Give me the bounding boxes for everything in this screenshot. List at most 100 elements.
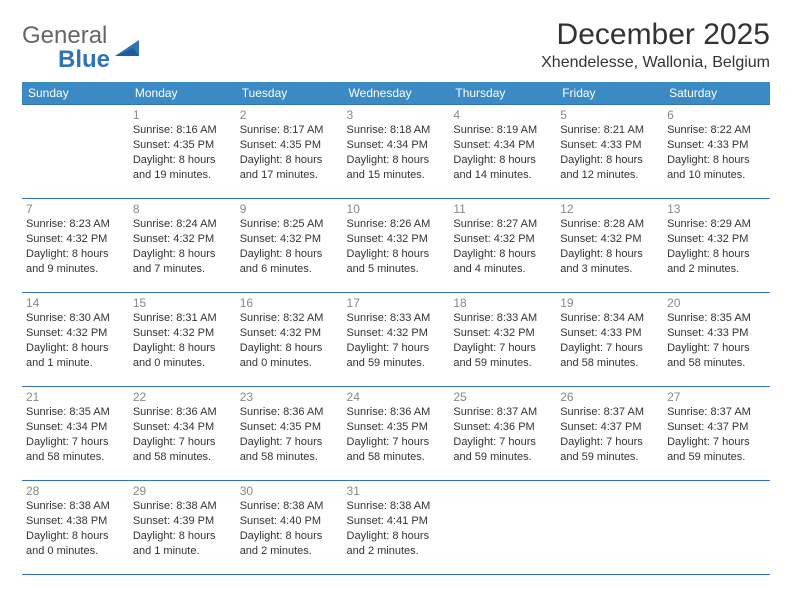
day-number: 20 (667, 296, 766, 310)
day-info: Sunrise: 8:37 AMSunset: 4:36 PMDaylight:… (453, 405, 552, 464)
day-info: Sunrise: 8:16 AMSunset: 4:35 PMDaylight:… (133, 123, 232, 182)
calendar-day-cell: 19Sunrise: 8:34 AMSunset: 4:33 PMDayligh… (556, 293, 663, 387)
calendar-week-row: 28Sunrise: 8:38 AMSunset: 4:38 PMDayligh… (22, 481, 770, 575)
day-number: 26 (560, 390, 659, 404)
day-number: 3 (347, 108, 446, 122)
day-info: Sunrise: 8:38 AMSunset: 4:41 PMDaylight:… (347, 499, 446, 558)
calendar-day-cell: 26Sunrise: 8:37 AMSunset: 4:37 PMDayligh… (556, 387, 663, 481)
sunrise-text: Sunrise: 8:38 AM (240, 499, 339, 514)
sunrise-text: Sunrise: 8:22 AM (667, 123, 766, 138)
calendar-day-cell: 18Sunrise: 8:33 AMSunset: 4:32 PMDayligh… (449, 293, 556, 387)
calendar-day-cell: 28Sunrise: 8:38 AMSunset: 4:38 PMDayligh… (22, 481, 129, 575)
sunset-text: Sunset: 4:32 PM (453, 326, 552, 341)
day-info: Sunrise: 8:17 AMSunset: 4:35 PMDaylight:… (240, 123, 339, 182)
daylight-text: Daylight: 8 hours and 2 minutes. (347, 529, 446, 559)
sunset-text: Sunset: 4:32 PM (240, 232, 339, 247)
sunset-text: Sunset: 4:32 PM (667, 232, 766, 247)
day-info: Sunrise: 8:33 AMSunset: 4:32 PMDaylight:… (453, 311, 552, 370)
day-info: Sunrise: 8:23 AMSunset: 4:32 PMDaylight:… (26, 217, 125, 276)
header-row: General Blue December 2025 Xhendelesse, … (22, 18, 770, 76)
calendar-day-cell: 23Sunrise: 8:36 AMSunset: 4:35 PMDayligh… (236, 387, 343, 481)
day-info: Sunrise: 8:36 AMSunset: 4:34 PMDaylight:… (133, 405, 232, 464)
sunset-text: Sunset: 4:32 PM (453, 232, 552, 247)
sunrise-text: Sunrise: 8:35 AM (26, 405, 125, 420)
day-number: 18 (453, 296, 552, 310)
calendar-day-cell: 29Sunrise: 8:38 AMSunset: 4:39 PMDayligh… (129, 481, 236, 575)
day-number: 29 (133, 484, 232, 498)
daylight-text: Daylight: 8 hours and 9 minutes. (26, 247, 125, 277)
calendar-day-cell: 5Sunrise: 8:21 AMSunset: 4:33 PMDaylight… (556, 105, 663, 199)
sunset-text: Sunset: 4:35 PM (347, 420, 446, 435)
sunrise-text: Sunrise: 8:17 AM (240, 123, 339, 138)
sunset-text: Sunset: 4:32 PM (240, 326, 339, 341)
day-info: Sunrise: 8:32 AMSunset: 4:32 PMDaylight:… (240, 311, 339, 370)
calendar-day-cell: 30Sunrise: 8:38 AMSunset: 4:40 PMDayligh… (236, 481, 343, 575)
calendar-day-cell: 20Sunrise: 8:35 AMSunset: 4:33 PMDayligh… (663, 293, 770, 387)
day-info: Sunrise: 8:36 AMSunset: 4:35 PMDaylight:… (347, 405, 446, 464)
month-title: December 2025 (541, 18, 770, 52)
calendar-day-cell (663, 481, 770, 575)
sunrise-text: Sunrise: 8:27 AM (453, 217, 552, 232)
weekday-header: Friday (556, 82, 663, 105)
sunset-text: Sunset: 4:40 PM (240, 514, 339, 529)
day-info: Sunrise: 8:38 AMSunset: 4:40 PMDaylight:… (240, 499, 339, 558)
sunrise-text: Sunrise: 8:24 AM (133, 217, 232, 232)
daylight-text: Daylight: 8 hours and 2 minutes. (240, 529, 339, 559)
day-number: 15 (133, 296, 232, 310)
sunrise-text: Sunrise: 8:28 AM (560, 217, 659, 232)
location-text: Xhendelesse, Wallonia, Belgium (541, 54, 770, 72)
calendar-page: General Blue December 2025 Xhendelesse, … (0, 0, 792, 585)
daylight-text: Daylight: 7 hours and 59 minutes. (667, 435, 766, 465)
day-number: 21 (26, 390, 125, 404)
calendar-day-cell: 31Sunrise: 8:38 AMSunset: 4:41 PMDayligh… (343, 481, 450, 575)
day-number: 4 (453, 108, 552, 122)
weekday-header: Wednesday (343, 82, 450, 105)
sunset-text: Sunset: 4:32 PM (26, 232, 125, 247)
sunset-text: Sunset: 4:33 PM (560, 326, 659, 341)
daylight-text: Daylight: 8 hours and 14 minutes. (453, 153, 552, 183)
sunrise-text: Sunrise: 8:37 AM (560, 405, 659, 420)
day-number: 31 (347, 484, 446, 498)
daylight-text: Daylight: 7 hours and 58 minutes. (560, 341, 659, 371)
day-info: Sunrise: 8:37 AMSunset: 4:37 PMDaylight:… (560, 405, 659, 464)
calendar-day-cell: 24Sunrise: 8:36 AMSunset: 4:35 PMDayligh… (343, 387, 450, 481)
sunrise-text: Sunrise: 8:36 AM (133, 405, 232, 420)
weekday-header: Tuesday (236, 82, 343, 105)
day-info: Sunrise: 8:30 AMSunset: 4:32 PMDaylight:… (26, 311, 125, 370)
sunset-text: Sunset: 4:36 PM (453, 420, 552, 435)
day-number: 2 (240, 108, 339, 122)
day-number: 30 (240, 484, 339, 498)
daylight-text: Daylight: 8 hours and 19 minutes. (133, 153, 232, 183)
weekday-header: Monday (129, 82, 236, 105)
day-number: 8 (133, 202, 232, 216)
calendar-day-cell: 27Sunrise: 8:37 AMSunset: 4:37 PMDayligh… (663, 387, 770, 481)
day-number: 19 (560, 296, 659, 310)
weekday-header: Thursday (449, 82, 556, 105)
daylight-text: Daylight: 7 hours and 58 minutes. (240, 435, 339, 465)
day-info: Sunrise: 8:35 AMSunset: 4:33 PMDaylight:… (667, 311, 766, 370)
day-number: 12 (560, 202, 659, 216)
day-info: Sunrise: 8:36 AMSunset: 4:35 PMDaylight:… (240, 405, 339, 464)
daylight-text: Daylight: 8 hours and 4 minutes. (453, 247, 552, 277)
daylight-text: Daylight: 8 hours and 17 minutes. (240, 153, 339, 183)
sunset-text: Sunset: 4:35 PM (133, 138, 232, 153)
logo-word2: Blue (58, 46, 110, 73)
daylight-text: Daylight: 8 hours and 1 minute. (133, 529, 232, 559)
sunset-text: Sunset: 4:32 PM (347, 326, 446, 341)
day-info: Sunrise: 8:37 AMSunset: 4:37 PMDaylight:… (667, 405, 766, 464)
day-info: Sunrise: 8:24 AMSunset: 4:32 PMDaylight:… (133, 217, 232, 276)
sunrise-text: Sunrise: 8:32 AM (240, 311, 339, 326)
sunset-text: Sunset: 4:32 PM (560, 232, 659, 247)
day-number: 6 (667, 108, 766, 122)
sunrise-text: Sunrise: 8:25 AM (240, 217, 339, 232)
calendar-day-cell: 16Sunrise: 8:32 AMSunset: 4:32 PMDayligh… (236, 293, 343, 387)
day-number: 16 (240, 296, 339, 310)
day-info: Sunrise: 8:18 AMSunset: 4:34 PMDaylight:… (347, 123, 446, 182)
daylight-text: Daylight: 8 hours and 5 minutes. (347, 247, 446, 277)
sunrise-text: Sunrise: 8:33 AM (347, 311, 446, 326)
day-number: 24 (347, 390, 446, 404)
calendar-day-cell: 22Sunrise: 8:36 AMSunset: 4:34 PMDayligh… (129, 387, 236, 481)
calendar-day-cell: 7Sunrise: 8:23 AMSunset: 4:32 PMDaylight… (22, 199, 129, 293)
calendar-day-cell: 17Sunrise: 8:33 AMSunset: 4:32 PMDayligh… (343, 293, 450, 387)
sunrise-text: Sunrise: 8:37 AM (667, 405, 766, 420)
